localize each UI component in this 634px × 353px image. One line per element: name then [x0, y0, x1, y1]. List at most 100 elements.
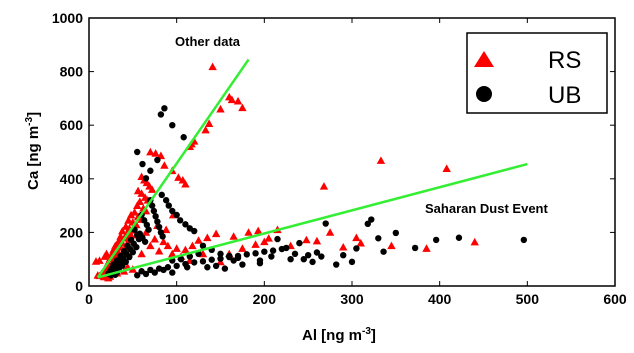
ub-point	[173, 262, 180, 270]
ub-point	[333, 261, 340, 268]
rs-point	[208, 62, 217, 71]
ub-point	[151, 269, 158, 276]
ub-point	[304, 251, 312, 259]
rs-point	[227, 95, 237, 104]
rs-point	[352, 233, 361, 242]
x-tick-label: 300	[340, 291, 364, 307]
ub-point	[191, 259, 198, 266]
rs-point	[238, 103, 247, 112]
ub-point	[165, 202, 172, 209]
y-axis-title-exponent: -3	[24, 116, 35, 125]
ub-point	[169, 122, 176, 129]
ub-point	[392, 229, 400, 237]
rs-point	[203, 233, 212, 242]
y-tick-labels: 0 200 400 600 800 1000	[52, 10, 83, 294]
ub-point	[348, 258, 356, 266]
ub-point	[160, 266, 167, 274]
x-tick-label: 0	[85, 291, 93, 307]
ub-point	[291, 250, 299, 258]
ub-point	[226, 252, 233, 260]
legend: RS UB	[466, 32, 608, 114]
ub-point	[159, 233, 166, 240]
ub-point	[455, 234, 463, 241]
ub-point	[269, 247, 277, 254]
ub-point	[139, 160, 146, 168]
ub-point	[147, 167, 154, 174]
ub-point	[134, 148, 141, 156]
ub-point	[252, 250, 259, 257]
y-tick-label: 1000	[52, 10, 83, 26]
ub-point	[318, 253, 325, 260]
ub-point	[145, 226, 152, 233]
ub-point	[154, 156, 161, 164]
rs-point	[251, 240, 260, 248]
rs-point	[260, 237, 269, 246]
rs-point	[172, 244, 181, 252]
x-axis-title-close: ]	[371, 327, 376, 344]
rs-point	[470, 237, 479, 246]
rs-point	[141, 228, 151, 236]
ub-point	[191, 227, 198, 235]
rs-point	[194, 236, 203, 244]
rs-point	[244, 228, 253, 236]
x-tick-label: 200	[253, 291, 277, 307]
rs-point	[325, 228, 335, 236]
ub-point	[158, 191, 165, 199]
x-tick-label: 500	[516, 291, 540, 307]
rs-point	[201, 125, 210, 134]
rs-point	[104, 273, 113, 282]
legend-rs-marker	[474, 51, 494, 67]
x-tick-label: 600	[603, 291, 627, 307]
ub-point	[411, 244, 419, 252]
ub-point	[243, 251, 250, 258]
rs-point	[151, 149, 160, 157]
ub-point	[177, 256, 185, 263]
y-axis-title-close: ]	[25, 112, 42, 117]
rs-point	[264, 234, 273, 242]
rs-point	[168, 249, 177, 258]
rs-point	[124, 216, 133, 224]
ub-point	[180, 134, 187, 141]
ub-point	[141, 238, 149, 245]
x-tick-label: 100	[165, 291, 189, 307]
ub-point	[135, 235, 143, 243]
ub-point	[296, 239, 303, 247]
ub-point	[364, 220, 371, 228]
y-tick-label: 800	[60, 64, 84, 80]
rs-point	[126, 210, 136, 219]
ub-point	[176, 217, 184, 224]
ub-point	[208, 256, 215, 263]
y-tick-label: 0	[75, 278, 83, 294]
ub-point	[322, 220, 329, 227]
ub-point	[300, 256, 307, 263]
ub-point	[274, 235, 281, 243]
ub-point	[239, 261, 246, 268]
ub-point	[268, 253, 275, 260]
rs-point	[118, 226, 127, 235]
rs-point	[442, 164, 451, 172]
ub-point	[221, 265, 229, 272]
rs-point	[150, 234, 159, 243]
y-tick-label: 200	[60, 224, 84, 240]
ub-point	[142, 175, 150, 182]
rs-point	[339, 242, 348, 251]
rs-point	[161, 225, 171, 234]
rs-point	[137, 189, 146, 197]
rs-point	[100, 252, 109, 260]
ub-point	[155, 223, 163, 231]
rs-point	[233, 96, 243, 105]
rs-point	[319, 182, 329, 190]
tick-marks	[88, 17, 616, 287]
ub-point	[142, 270, 150, 278]
ub-point	[340, 251, 347, 259]
rs-point	[146, 241, 155, 250]
y-axis-title-main: Ca [ng m	[25, 126, 42, 190]
rs-point	[356, 238, 365, 247]
fit-line-saharan-dust	[97, 162, 528, 279]
rs-point	[216, 104, 225, 113]
ub-point	[169, 269, 176, 276]
ub-point	[368, 216, 375, 223]
rs-point	[159, 237, 168, 246]
ub-point	[129, 249, 137, 256]
